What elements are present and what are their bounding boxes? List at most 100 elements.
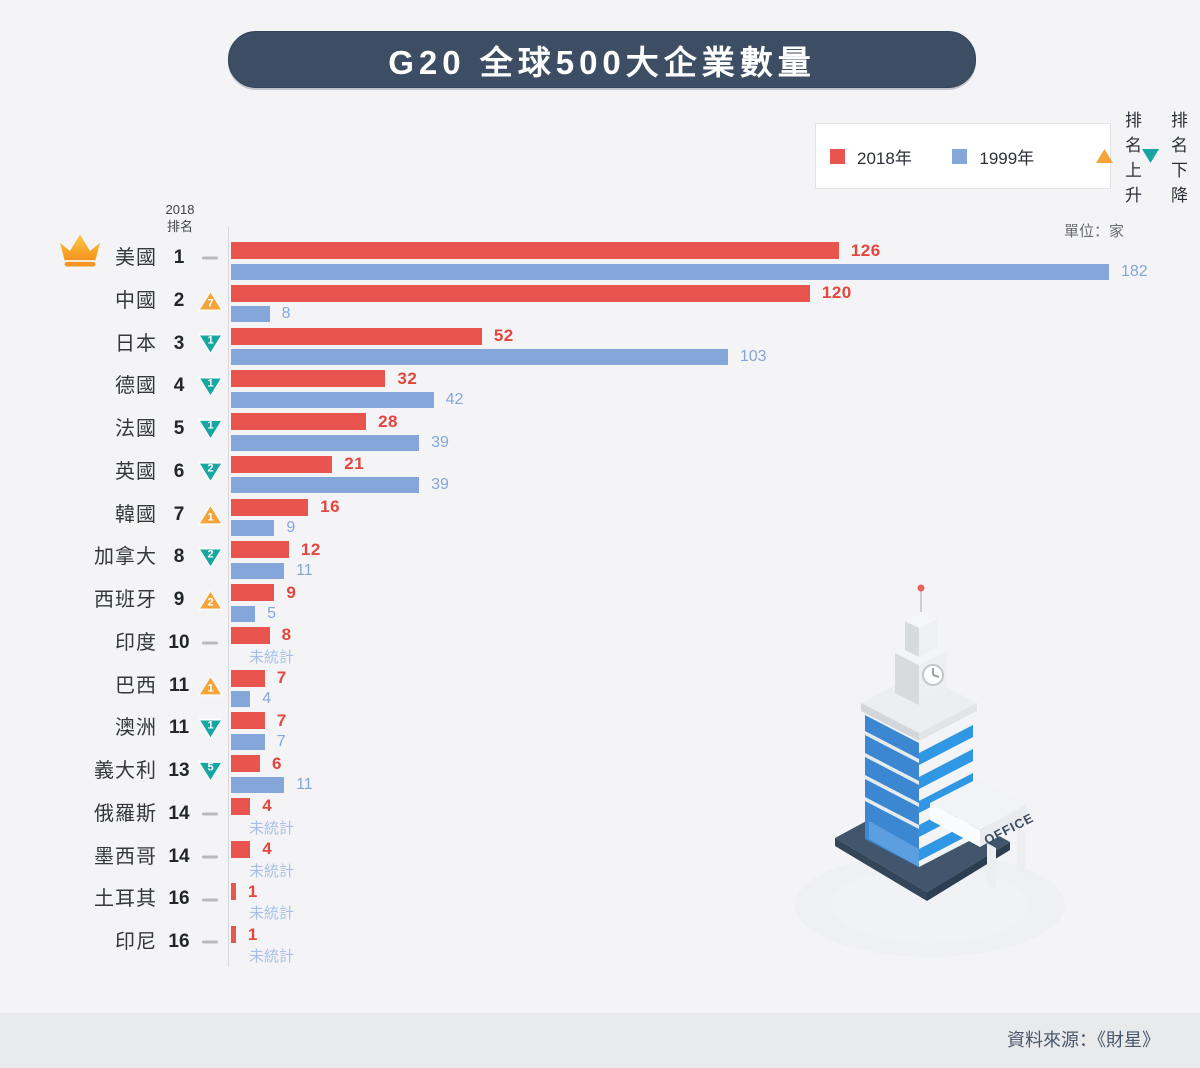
row-1999: 未統計: [231, 861, 294, 880]
chart-row: 印度 10 8 未統計: [0, 622, 1200, 666]
legend-label-rank-down: 排名下降: [1170, 111, 1188, 205]
bar-1999-value: 未統計: [249, 948, 295, 965]
rank-change-badge: [198, 804, 223, 825]
rank-change-amount: 1: [207, 719, 214, 732]
rank-change-badge: [198, 932, 223, 953]
country-label: 法國: [115, 418, 157, 440]
bar-1999: [231, 562, 285, 579]
no-change-dash-icon: [202, 855, 218, 859]
source-text: 資料來源：《財星》: [1007, 1030, 1160, 1050]
rank-value: 10: [168, 631, 190, 653]
rank-change-amount: 1: [207, 511, 214, 524]
bar-2018-value: 16: [320, 497, 341, 516]
bar-1999: [231, 434, 420, 451]
bar-2018-value: 1: [247, 881, 258, 901]
chart-row: 墨西哥 14 4 未統計: [0, 836, 1200, 880]
bar-1999-value: 103: [739, 348, 767, 365]
chart-row: 中國 2 7 120 8: [0, 280, 1200, 323]
row-1999: 11: [231, 561, 321, 580]
bar-2018-value: 32: [397, 368, 418, 388]
rank-change-badge: 1: [198, 504, 223, 526]
bar-1999-value: 5: [267, 604, 277, 622]
rank-value: 2: [173, 289, 185, 311]
bar-2018: [231, 797, 251, 815]
bar-1999-value: 9: [286, 519, 296, 536]
bar-2018: [231, 712, 265, 730]
legend-item-rank-down: 排名下降: [1141, 111, 1188, 205]
bar-1999: [231, 776, 285, 793]
rank-change-amount: 1: [207, 419, 214, 432]
row-1999: 4: [231, 690, 287, 709]
row-1999: 103: [231, 348, 767, 367]
legend: 2018年 1999年 排名上升 排名下降: [815, 111, 1188, 205]
rank-change-badge: 2: [198, 547, 223, 569]
rank-change-amount: 1: [207, 682, 214, 695]
rank-change-amount: 5: [207, 761, 214, 774]
chart-row: 土耳其 16 1 未統計: [0, 878, 1200, 923]
bar-1999: [231, 306, 270, 323]
footer: 資料來源：《財星》: [0, 1013, 1200, 1068]
bar-2018: [231, 413, 367, 430]
row-1999: 5: [231, 604, 296, 623]
country-label: 土耳其: [94, 888, 157, 911]
country-label: 義大利: [94, 760, 157, 782]
rank-change-badge: [198, 633, 223, 654]
chart-row: 日本 3 1 52 103: [0, 323, 1200, 366]
bar-2018: [231, 541, 289, 559]
rank-change-badge: [198, 846, 223, 867]
bar-1999-value: 42: [445, 390, 464, 408]
rank-value: 16: [168, 931, 190, 952]
chart-row: 韓國 7 1 16 9: [0, 494, 1200, 537]
country-label: 加拿大: [94, 546, 157, 569]
chart-row: 美國 1 126 182: [0, 234, 1200, 280]
page-title: G20 全球500大企業數量: [228, 31, 976, 88]
country-label: 西班牙: [94, 589, 157, 611]
rank-value: 14: [168, 845, 190, 867]
bar-2018: [231, 584, 275, 601]
country-label: 澳洲: [115, 717, 157, 740]
rank-change-amount: 2: [207, 596, 214, 609]
bar-2018-value: 7: [276, 668, 287, 687]
bar-2018: [231, 755, 260, 772]
bar-2018-value: 4: [262, 796, 273, 816]
row-1999: 未統計: [231, 903, 294, 922]
no-change-dash-icon: [202, 940, 218, 944]
country-label: 日本: [115, 332, 157, 355]
bar-2018-value: 52: [493, 326, 514, 345]
legend-swatch-1999: [952, 148, 968, 164]
no-change-dash-icon: [202, 898, 218, 902]
row-1999: 9: [231, 519, 340, 538]
rank-value: 6: [173, 460, 185, 482]
rank-value: 1: [173, 247, 185, 268]
bar-2018: [231, 883, 236, 901]
rank-change-amount: 1: [207, 377, 214, 390]
chart-row: 俄羅斯 14 4 未統計: [0, 793, 1200, 837]
country-label: 德國: [115, 375, 157, 398]
bar-1999-value: 未統計: [249, 862, 295, 880]
row-1999: 未統計: [231, 818, 294, 837]
shadow-ring-inner: [832, 867, 1028, 943]
bar-1999-value: 182: [1121, 262, 1148, 280]
chart-row: 德國 4 1 32 42: [0, 365, 1200, 408]
bar-1999: [231, 263, 1109, 280]
country-label: 中國: [115, 289, 157, 312]
no-change-dash-icon: [202, 812, 218, 816]
rank-change-amount: 2: [207, 462, 214, 475]
rank-change-amount: 7: [207, 297, 214, 310]
rank-value: 9: [173, 589, 185, 610]
rank-column-header: 2018 排名: [147, 202, 213, 236]
bar-2018: [231, 840, 251, 858]
bar-1999-value: 7: [276, 732, 286, 750]
rank-value: 8: [173, 546, 185, 568]
row-1999: 39: [231, 433, 449, 452]
bar-1999-value: 11: [296, 775, 313, 793]
legend-item-2018: 2018年: [830, 144, 952, 168]
row-1999: 未統計: [231, 647, 294, 666]
bar-1999: [231, 520, 275, 536]
bar-2018-value: 1: [247, 924, 258, 944]
rank-value: 13: [168, 760, 190, 781]
row-1999: 7: [231, 732, 287, 751]
bar-2018-value: 126: [850, 240, 881, 260]
chart-row: 英國 6 2 21 39: [0, 451, 1200, 494]
